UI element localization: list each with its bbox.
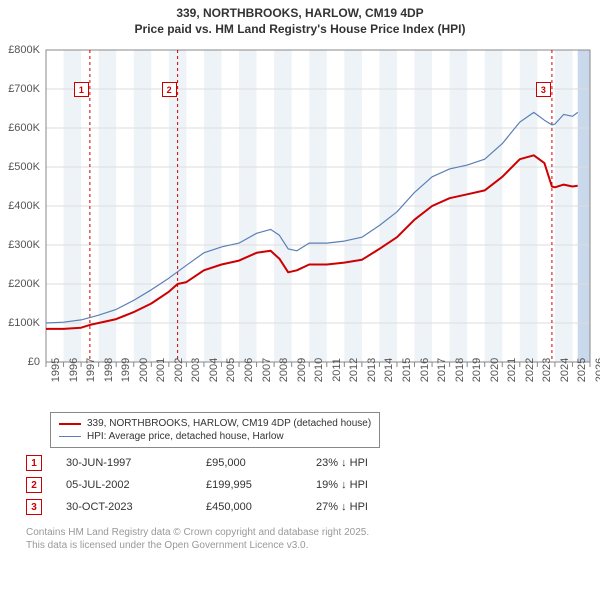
event-date: 30-JUN-1997 xyxy=(66,457,206,469)
x-axis-tick-label: 2009 xyxy=(296,358,308,382)
y-axis-tick-label: £0 xyxy=(28,356,40,368)
x-axis-tick-label: 2008 xyxy=(278,358,290,382)
legend-label: 339, NORTHBROOKS, HARLOW, CM19 4DP (deta… xyxy=(87,418,371,429)
event-row: 2 05-JUL-2002 £199,995 19% ↓ HPI xyxy=(26,474,436,496)
title-line-2: Price paid vs. HM Land Registry's House … xyxy=(0,22,600,38)
chart-svg xyxy=(0,42,600,412)
event-delta: 19% ↓ HPI xyxy=(316,479,436,491)
chart-marker-badge: 3 xyxy=(536,82,551,97)
footer-line-2: This data is licensed under the Open Gov… xyxy=(26,539,369,552)
event-badge: 1 xyxy=(26,455,42,471)
x-axis-tick-label: 2019 xyxy=(471,358,483,382)
footer-line-1: Contains HM Land Registry data © Crown c… xyxy=(26,526,369,539)
y-axis-tick-label: £500K xyxy=(8,161,40,173)
chart-marker-badge: 1 xyxy=(74,82,89,97)
y-axis-tick-label: £700K xyxy=(8,83,40,95)
x-axis-tick-label: 2006 xyxy=(243,358,255,382)
x-axis-tick-label: 2000 xyxy=(138,358,150,382)
legend-swatch xyxy=(59,436,81,437)
x-axis-tick-label: 1997 xyxy=(85,358,97,382)
x-axis-tick-label: 2001 xyxy=(155,358,167,382)
x-axis-tick-label: 2025 xyxy=(576,358,588,382)
event-price: £95,000 xyxy=(206,457,316,469)
x-axis-tick-label: 1999 xyxy=(120,358,132,382)
x-axis-tick-label: 2005 xyxy=(225,358,237,382)
x-axis-tick-label: 1995 xyxy=(50,358,62,382)
y-axis-tick-label: £300K xyxy=(8,239,40,251)
x-axis-tick-label: 1998 xyxy=(103,358,115,382)
x-axis-tick-label: 2020 xyxy=(489,358,501,382)
y-axis-tick-label: £800K xyxy=(8,44,40,56)
event-price: £450,000 xyxy=(206,501,316,513)
x-axis-tick-label: 2007 xyxy=(261,358,273,382)
y-axis-tick-label: £100K xyxy=(8,317,40,329)
events-table: 1 30-JUN-1997 £95,000 23% ↓ HPI 2 05-JUL… xyxy=(26,452,436,518)
event-row: 3 30-OCT-2023 £450,000 27% ↓ HPI xyxy=(26,496,436,518)
x-axis-tick-label: 2010 xyxy=(313,358,325,382)
y-axis-tick-label: £600K xyxy=(8,122,40,134)
x-axis-tick-label: 2015 xyxy=(401,358,413,382)
x-axis-tick-label: 2024 xyxy=(559,358,571,382)
x-axis-tick-label: 2017 xyxy=(436,358,448,382)
x-axis-tick-label: 2022 xyxy=(524,358,536,382)
event-delta: 27% ↓ HPI xyxy=(316,501,436,513)
event-price: £199,995 xyxy=(206,479,316,491)
x-axis-tick-label: 2021 xyxy=(506,358,518,382)
event-row: 1 30-JUN-1997 £95,000 23% ↓ HPI xyxy=(26,452,436,474)
legend-item: 339, NORTHBROOKS, HARLOW, CM19 4DP (deta… xyxy=(59,417,371,430)
legend-item: HPI: Average price, detached house, Harl… xyxy=(59,430,371,443)
x-axis-tick-label: 2016 xyxy=(419,358,431,382)
event-date: 05-JUL-2002 xyxy=(66,479,206,491)
legend-swatch xyxy=(59,423,81,425)
x-axis-tick-label: 2004 xyxy=(208,358,220,382)
x-axis-tick-label: 2011 xyxy=(331,358,343,382)
footer: Contains HM Land Registry data © Crown c… xyxy=(26,526,369,552)
event-badge: 3 xyxy=(26,499,42,515)
chart: £0 £100K £200K £300K £400K £500K £600K £700K £80… xyxy=(0,42,600,412)
x-axis-tick-label: 2012 xyxy=(348,358,360,382)
x-axis-tick-label: 2002 xyxy=(173,358,185,382)
legend-label: HPI: Average price, detached house, Harl… xyxy=(87,431,284,442)
chart-container: 339, NORTHBROOKS, HARLOW, CM19 4DP Price… xyxy=(0,0,600,590)
title-line-1: 339, NORTHBROOKS, HARLOW, CM19 4DP xyxy=(0,6,600,22)
y-axis-tick-label: £200K xyxy=(8,278,40,290)
x-axis-tick-label: 2026 xyxy=(594,358,600,382)
event-date: 30-OCT-2023 xyxy=(66,501,206,513)
x-axis-tick-label: 2018 xyxy=(454,358,466,382)
chart-marker-badge: 2 xyxy=(162,82,177,97)
x-axis-tick-label: 2003 xyxy=(190,358,202,382)
event-delta: 23% ↓ HPI xyxy=(316,457,436,469)
x-axis-tick-label: 2023 xyxy=(541,358,553,382)
x-axis-tick-label: 1996 xyxy=(68,358,80,382)
legend: 339, NORTHBROOKS, HARLOW, CM19 4DP (deta… xyxy=(50,412,380,448)
y-axis-tick-label: £400K xyxy=(8,200,40,212)
x-axis-tick-label: 2014 xyxy=(383,358,395,382)
title-block: 339, NORTHBROOKS, HARLOW, CM19 4DP Price… xyxy=(0,0,600,37)
event-badge: 2 xyxy=(26,477,42,493)
x-axis-tick-label: 2013 xyxy=(366,358,378,382)
